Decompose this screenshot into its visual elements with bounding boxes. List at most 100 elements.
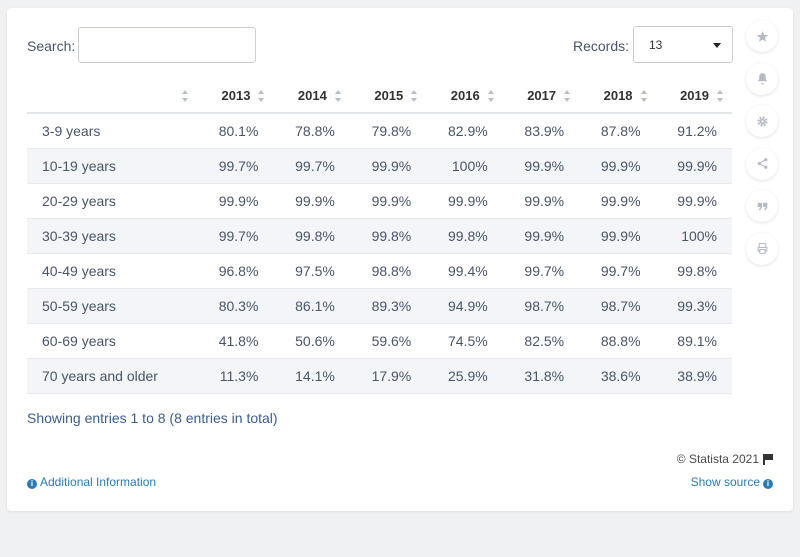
column-header-year[interactable]: 2013 [197, 78, 274, 114]
table-cell: 80.1% [197, 113, 274, 149]
info-icon: i [27, 479, 37, 489]
table-cell: 59.6% [349, 323, 427, 359]
info-icon: i [763, 479, 773, 489]
table-cell: 99.7% [579, 253, 656, 289]
search-label: Search: [27, 38, 76, 54]
table-cell: 38.9% [655, 358, 732, 394]
sort-icon [182, 90, 189, 103]
table-row: 70 years and older 11.3% 14.1% 17.9% 25.9% 31… [27, 358, 732, 394]
table-row: 20-29 years 99.9% 99.9% 99.9% 99.9% 99.9% 99.9… [27, 183, 732, 219]
table-cell: 99.9% [426, 183, 503, 219]
table-cell: 38.6% [579, 358, 656, 394]
records-label: Records: [573, 38, 630, 54]
records-value: 13 [649, 38, 663, 52]
table-cell: 41.8% [197, 323, 274, 359]
additional-information-label: Additional Information [40, 475, 157, 489]
table-cell: 94.9% [426, 288, 503, 324]
row-label: 30-39 years [27, 218, 197, 254]
column-header-category[interactable] [27, 78, 197, 114]
search-input[interactable] [78, 27, 256, 63]
table-cell: 98.7% [579, 288, 656, 324]
table-cell: 74.5% [426, 323, 503, 359]
table-cell: 78.8% [273, 113, 350, 149]
row-label: 40-49 years [27, 253, 197, 289]
copyright[interactable]: © Statista 2021 [677, 452, 773, 466]
sort-icon [334, 90, 342, 103]
table-cell: 14.1% [273, 358, 350, 394]
settings-button[interactable] [746, 105, 778, 137]
table-cell: 83.9% [502, 113, 580, 149]
table-cell: 99.9% [579, 218, 656, 254]
additional-information-link[interactable]: i Additional Information [27, 475, 156, 489]
sort-icon [487, 90, 495, 103]
table-cell: 98.7% [502, 288, 580, 324]
table-cell: 99.8% [273, 218, 350, 254]
table-cell: 87.8% [579, 113, 656, 149]
sort-icon [258, 90, 265, 103]
column-header-year[interactable]: 2015 [349, 78, 427, 114]
table-cell: 82.9% [426, 113, 503, 149]
table-card: Search: Records: 13 2013 2014 2015 2016 2017… [7, 8, 793, 511]
table-cell: 88.8% [579, 323, 656, 359]
flag-icon[interactable] [763, 454, 773, 465]
table-cell: 99.9% [502, 218, 580, 254]
row-label: 60-69 years [27, 323, 197, 359]
table-cell: 99.4% [426, 253, 503, 289]
column-header-year[interactable]: 2016 [426, 78, 503, 114]
column-header-year[interactable]: 2019 [655, 78, 732, 114]
table-cell: 91.2% [655, 113, 732, 149]
table-cell: 99.8% [426, 218, 503, 254]
row-label: 3-9 years [27, 113, 197, 149]
table-cell: 97.5% [273, 253, 350, 289]
table-cell: 96.8% [197, 253, 274, 289]
column-header-label: 2019 [680, 87, 709, 103]
table-cell: 99.9% [655, 148, 732, 184]
table-header-row: 2013 2014 2015 2016 2017 2018 2019 [27, 78, 732, 114]
table-cell: 99.9% [579, 148, 656, 184]
table-row: 60-69 years 41.8% 50.6% 59.6% 74.5% 82.5% 88.8… [27, 323, 732, 359]
show-source-label: Show source [690, 475, 760, 489]
print-icon [757, 243, 767, 254]
cite-button[interactable] [746, 190, 778, 222]
table-row: 3-9 years 80.1% 78.8% 79.8% 82.9% 83.9% 87.8% 9… [27, 113, 732, 149]
show-source-link[interactable]: Show source i [691, 475, 773, 489]
table-cell: 89.1% [655, 323, 732, 359]
column-header-year[interactable]: 2018 [579, 78, 656, 114]
table-cell: 89.3% [349, 288, 427, 324]
share-icon [757, 158, 767, 169]
table-cell: 31.8% [502, 358, 580, 394]
table-cell: 99.9% [273, 183, 350, 219]
table-cell: 99.8% [349, 218, 427, 254]
table-cell: 99.7% [502, 253, 580, 289]
sort-icon [640, 90, 648, 103]
table-cell: 99.9% [579, 183, 656, 219]
quote-icon [757, 202, 767, 210]
sidebar-toolbar [746, 20, 778, 275]
bell-icon [757, 73, 767, 85]
sort-icon [411, 90, 418, 103]
caret-down-icon [713, 43, 721, 48]
table-cell: 17.9% [349, 358, 427, 394]
column-header-year[interactable]: 2017 [502, 78, 580, 114]
column-header-label: 2016 [450, 87, 480, 103]
table-cell: 25.9% [426, 358, 503, 394]
table-row: 40-49 years 96.8% 97.5% 98.8% 99.4% 99.7% 99.7… [27, 253, 732, 289]
notification-button[interactable] [746, 62, 778, 95]
table-cell: 86.1% [273, 288, 350, 324]
row-label: 70 years and older [27, 358, 197, 394]
table-row: 10-19 years 99.7% 99.7% 99.9% 100% 99.9% 99.9%… [27, 148, 732, 184]
entries-summary: Showing entries 1 to 8 (8 entries in tot… [27, 410, 278, 426]
table-cell: 99.9% [349, 148, 427, 184]
column-header-label: 2013 [221, 87, 251, 103]
table-cell: 99.9% [502, 183, 580, 219]
column-header-label: 2018 [603, 87, 633, 103]
records-select[interactable]: 13 [633, 26, 733, 63]
star-button[interactable] [746, 20, 778, 52]
share-button[interactable] [746, 147, 778, 180]
table-cell: 50.6% [273, 323, 350, 359]
column-header-year[interactable]: 2014 [273, 78, 350, 114]
print-button[interactable] [746, 232, 778, 265]
row-label: 50-59 years [27, 288, 197, 324]
table-cell: 11.3% [197, 358, 274, 394]
table-row: 50-59 years 80.3% 86.1% 89.3% 94.9% 98.7% 98.7… [27, 288, 732, 324]
